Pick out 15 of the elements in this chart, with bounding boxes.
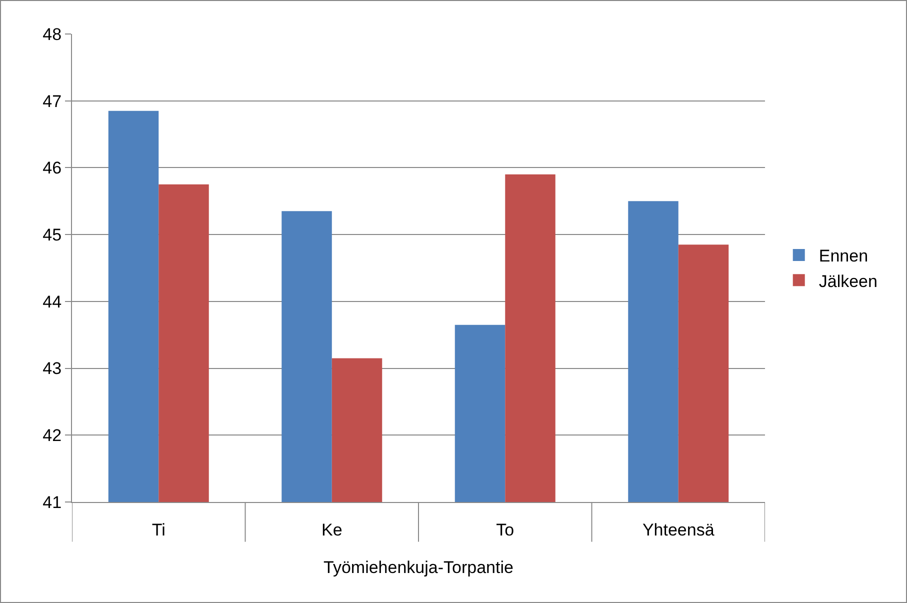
y-tick-label: 43 (42, 359, 62, 378)
y-tick-label: 42 (42, 426, 62, 446)
x-tick-label: Ke (321, 520, 342, 540)
y-tick-label: 47 (42, 92, 62, 111)
y-tick-label: 44 (42, 292, 62, 312)
legend-label: Ennen (818, 246, 868, 266)
x-tick-label: Yhteensä (642, 520, 715, 540)
y-tick-label: 41 (42, 492, 62, 512)
y-tick-label: 46 (42, 158, 62, 178)
x-tick-label: Ti (152, 520, 166, 540)
y-tick-label: 45 (42, 226, 62, 245)
y-tick-label: 48 (42, 24, 62, 44)
x-tick-label: To (496, 520, 514, 540)
x-axis-title: Työmiehenkuja-Torpantie (324, 558, 514, 577)
legend-label: Jälkeen (818, 272, 878, 291)
